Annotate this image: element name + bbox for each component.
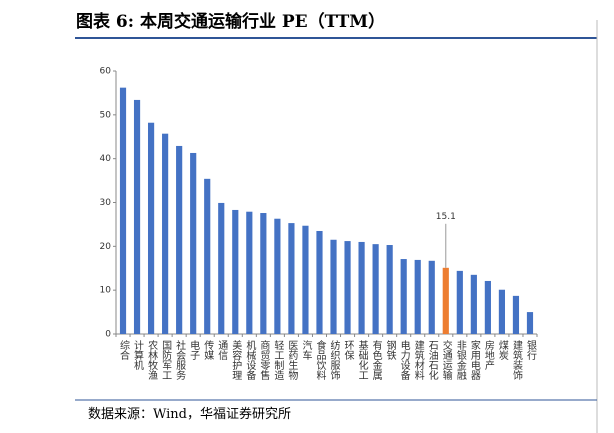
bar (414, 259, 421, 334)
x-tick-label: 基础化工 (356, 339, 368, 380)
bar (428, 260, 435, 334)
x-tick-label: 交通运输 (440, 339, 452, 381)
x-tick-label: 传媒 (202, 340, 214, 361)
source: 数据来源：Wind，华福证券研究所 (88, 406, 291, 422)
bar (288, 223, 295, 334)
x-tick-label: 电子 (188, 339, 200, 360)
y-tick-label: 60 (100, 67, 112, 77)
x-tick-label: 建筑装饰 (510, 339, 522, 381)
bar (176, 145, 183, 334)
x-tick-label: 环保 (342, 340, 354, 361)
x-tick-label: 煤炭 (496, 339, 508, 361)
bar (442, 267, 449, 334)
x-tick-label: 美容护理 (230, 339, 242, 380)
x-tick-label: 综合 (118, 339, 130, 361)
bar (456, 270, 463, 334)
x-tick-label: 机械设备 (244, 339, 256, 381)
x-tick-label: 国防军工 (160, 340, 172, 380)
bar (344, 241, 351, 334)
x-tick-label: 有色金属 (370, 339, 382, 381)
x-tick-label: 计算机 (132, 339, 144, 371)
x-tick-label: 纺织服饰 (328, 339, 340, 381)
x-tick-label: 非银金融 (454, 340, 466, 381)
title: 图表 6: 本周交通运输行业 PE（TTM） (76, 11, 385, 32)
bar (470, 274, 477, 334)
bar (512, 295, 520, 334)
y-tick-label: 40 (100, 154, 112, 164)
bar (204, 178, 211, 334)
bar (358, 241, 365, 334)
bar (400, 259, 407, 334)
y-tick-label: 0 (105, 330, 111, 340)
bar (484, 280, 491, 334)
bar (260, 213, 267, 334)
x-tick-label: 钢铁 (384, 339, 396, 361)
bar (526, 312, 534, 334)
x-tick-label: 农林牧渔 (146, 339, 158, 381)
bar (386, 245, 393, 334)
bar (330, 239, 337, 334)
y-tick-label: 20 (100, 242, 112, 252)
bar (147, 122, 155, 335)
bar (246, 211, 253, 334)
bar (190, 152, 197, 334)
value-label: 15.1 (436, 212, 456, 222)
bar (498, 289, 506, 334)
y-tick-label: 50 (100, 110, 112, 120)
x-tick-label: 房地产 (482, 339, 494, 371)
x-tick-label: 银行 (524, 339, 536, 361)
x-tick-label: 食品饮料 (314, 339, 326, 381)
bar (274, 218, 281, 334)
x-tick-label: 社会服务 (174, 339, 186, 381)
bar (162, 133, 169, 334)
x-tick-label: 电力设备 (398, 339, 410, 381)
bar (119, 87, 127, 334)
x-tick-label: 家用电器 (468, 339, 480, 381)
x-tick-label: 医药生物 (286, 340, 298, 381)
x-tick-label: 石油石化 (426, 340, 438, 380)
bar (302, 225, 309, 334)
y-tick-label: 30 (100, 198, 112, 208)
x-tick-label: 通信 (216, 340, 228, 361)
bar (133, 99, 141, 335)
y-tick-label: 10 (100, 286, 112, 296)
bar (372, 244, 379, 334)
x-tick-label: 轻工制造 (272, 339, 284, 380)
x-tick-label: 建筑材料 (412, 339, 424, 381)
bar (232, 209, 239, 334)
x-tick-label: 商贸零售 (258, 339, 270, 381)
x-tick-label: 汽车 (300, 339, 312, 361)
bar (218, 202, 225, 334)
bar (316, 230, 323, 334)
